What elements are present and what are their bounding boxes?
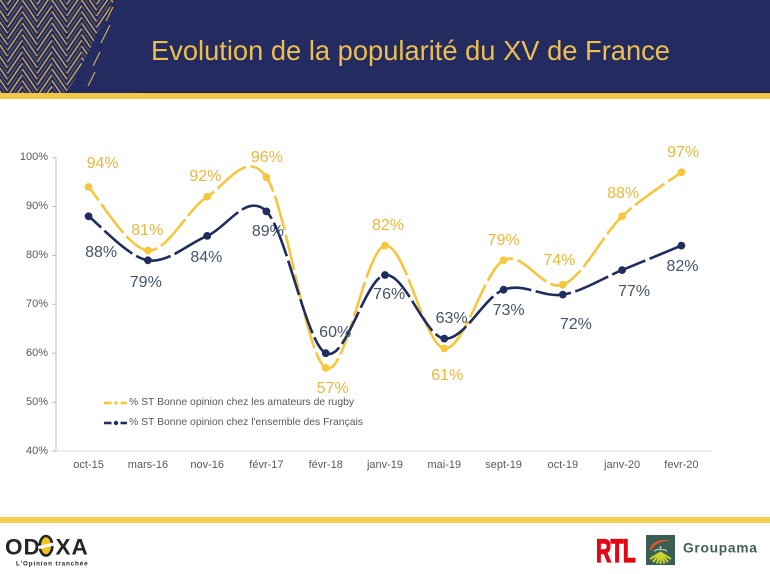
svg-text:Groupama: Groupama: [683, 541, 758, 556]
svg-text:XA: XA: [56, 535, 89, 560]
svg-text:L'Opinion tranchée: L'Opinion tranchée: [16, 561, 88, 568]
svg-text:OD: OD: [5, 535, 41, 560]
